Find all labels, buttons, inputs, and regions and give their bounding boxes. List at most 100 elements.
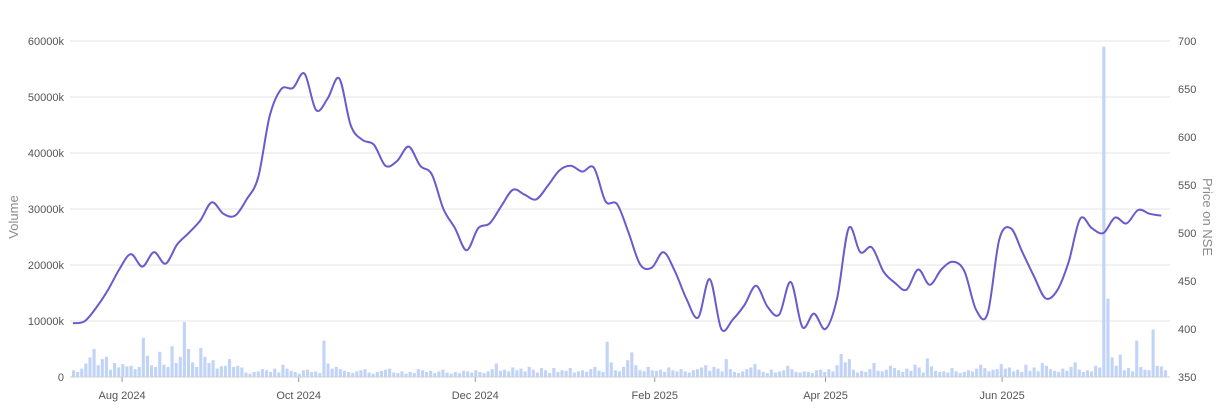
volume-bar [219, 366, 223, 377]
volume-bar [814, 370, 819, 377]
volume-bar [1077, 369, 1081, 377]
volume-bar [371, 373, 375, 377]
volume-bar [1163, 370, 1167, 377]
volume-bar [108, 369, 113, 377]
volume-bar [769, 369, 773, 377]
volume-bar [778, 371, 782, 377]
volume-bar [823, 371, 827, 377]
price-tick-label: 350 [1178, 372, 1196, 384]
volume-tick-label: 20000k [28, 260, 65, 272]
volume-bar [293, 371, 297, 377]
volume-bar [363, 369, 367, 377]
volume-bar [609, 362, 613, 377]
volume-bar [1143, 369, 1147, 377]
volume-bar [663, 371, 667, 377]
volume-bar [326, 363, 330, 377]
volume-bar [839, 354, 843, 377]
volume-tick-label: 50000k [28, 92, 65, 104]
volume-bar [474, 370, 478, 377]
volume-bar [1090, 371, 1094, 377]
volume-bar [498, 370, 503, 377]
volume-bar [519, 368, 523, 377]
volume-bar [552, 368, 556, 377]
volume-bar [92, 349, 96, 377]
volume-bar [351, 373, 355, 377]
volume-bar [457, 373, 461, 377]
volume-bar [412, 373, 416, 377]
volume-bar [141, 337, 145, 377]
volume-bar [642, 371, 646, 377]
volume-bar [1098, 367, 1102, 377]
volume-bar [1155, 365, 1159, 377]
volume-bar [617, 371, 622, 377]
volume-bar [741, 371, 745, 377]
volume-bar [675, 371, 679, 377]
price-tick-label: 650 [1178, 84, 1196, 96]
volume-tick-label: 60000k [28, 36, 65, 48]
volume-bar [757, 369, 761, 377]
volume-bar [970, 371, 975, 377]
volume-bar [429, 370, 433, 377]
volume-bar [252, 371, 256, 377]
volume-bar [634, 365, 638, 377]
volume-bar [995, 369, 999, 377]
volume-bar [1065, 370, 1069, 377]
volume-bar [149, 365, 154, 377]
volume-bar [137, 366, 141, 377]
volume-bar [847, 359, 851, 377]
volume-bar [470, 372, 474, 377]
volume-bar [1061, 368, 1065, 377]
volume-bar [269, 371, 273, 377]
volume-bar [1110, 357, 1114, 377]
volume-bar [347, 371, 351, 377]
volume-bar [913, 364, 917, 377]
price-tick-label: 700 [1178, 36, 1196, 48]
volume-bar [929, 366, 934, 377]
price-tick-label: 600 [1178, 132, 1196, 144]
volume-bar [999, 364, 1003, 377]
volume-bar [1012, 371, 1016, 377]
volume-bar [256, 371, 260, 377]
volume-bar [80, 368, 84, 377]
volume-bar [946, 372, 950, 377]
volume-bar [437, 371, 441, 377]
volume-bar [950, 368, 954, 377]
volume-axis-ticks: 0 10000k 20000k 30000k 40000k 50000k 60000k [28, 36, 65, 384]
price-tick-label: 450 [1178, 276, 1196, 288]
volume-bar [404, 373, 408, 377]
volume-bar [392, 372, 396, 377]
x-tick-label: Jun 2025 [979, 390, 1024, 402]
volume-bar [297, 373, 301, 377]
volume-bar [892, 368, 897, 377]
volume-bar [342, 370, 347, 377]
volume-bar [121, 364, 125, 377]
volume-bar [248, 373, 252, 377]
volume-bar [728, 369, 732, 377]
volume-bar [322, 340, 326, 377]
volume-bar [305, 369, 310, 377]
volume-bar [802, 371, 806, 377]
volume-bar [1118, 354, 1122, 377]
volume-bar [203, 356, 207, 377]
volume-bar [876, 370, 880, 377]
volume-bar [1053, 370, 1057, 377]
volume-bar [622, 366, 626, 377]
volume-bar [568, 368, 572, 377]
volume-bar [96, 365, 100, 377]
volume-bar [236, 365, 240, 377]
volume-bar [1159, 366, 1163, 377]
volume-bar [478, 371, 482, 377]
volume-bar [232, 366, 236, 377]
x-tick-label: Aug 2024 [99, 390, 146, 402]
volume-bar [872, 363, 876, 377]
volume-bar [1073, 362, 1077, 377]
volume-bar [712, 366, 716, 377]
volume-bar [581, 370, 585, 377]
x-tick-label: Apr 2025 [803, 390, 848, 402]
volume-bar [117, 367, 121, 377]
volume-bar [1106, 298, 1110, 377]
volume-bar [605, 341, 609, 377]
volume-bars [72, 46, 1167, 377]
volume-bar [749, 367, 753, 377]
volume-bar [195, 366, 199, 377]
